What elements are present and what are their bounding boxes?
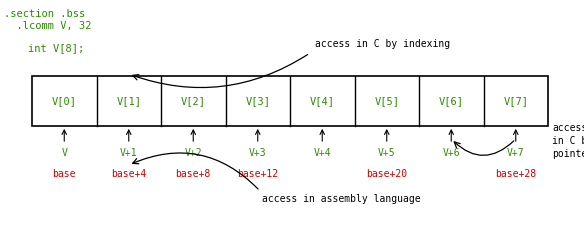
Text: V: V <box>61 148 67 158</box>
Text: V[2]: V[2] <box>181 96 206 106</box>
Text: .section .bss: .section .bss <box>4 9 85 19</box>
Text: base+8: base+8 <box>176 169 211 179</box>
Text: V+6: V+6 <box>443 148 460 158</box>
Text: base: base <box>53 169 76 179</box>
Text: int V[8];: int V[8]; <box>28 43 84 53</box>
Text: access in assembly language: access in assembly language <box>262 194 420 204</box>
Text: V[1]: V[1] <box>116 96 141 106</box>
Text: V[6]: V[6] <box>439 96 464 106</box>
Text: V[0]: V[0] <box>52 96 77 106</box>
Text: V+1: V+1 <box>120 148 138 158</box>
FancyBboxPatch shape <box>32 76 548 126</box>
Text: .lcomm V, 32: .lcomm V, 32 <box>4 21 92 31</box>
Text: V+7: V+7 <box>507 148 524 158</box>
Text: V+4: V+4 <box>314 148 331 158</box>
Text: base+28: base+28 <box>495 169 536 179</box>
Text: base+20: base+20 <box>366 169 407 179</box>
Text: V+3: V+3 <box>249 148 266 158</box>
Text: V[4]: V[4] <box>310 96 335 106</box>
Text: V+5: V+5 <box>378 148 395 158</box>
Text: V[5]: V[5] <box>374 96 399 106</box>
Text: V[3]: V[3] <box>245 96 270 106</box>
Text: V+2: V+2 <box>185 148 202 158</box>
Text: access in C by indexing: access in C by indexing <box>315 39 450 49</box>
Text: V[7]: V[7] <box>503 96 529 106</box>
Text: base+12: base+12 <box>237 169 279 179</box>
Text: access
in C by
pointer: access in C by pointer <box>552 123 584 159</box>
Text: base+4: base+4 <box>111 169 147 179</box>
